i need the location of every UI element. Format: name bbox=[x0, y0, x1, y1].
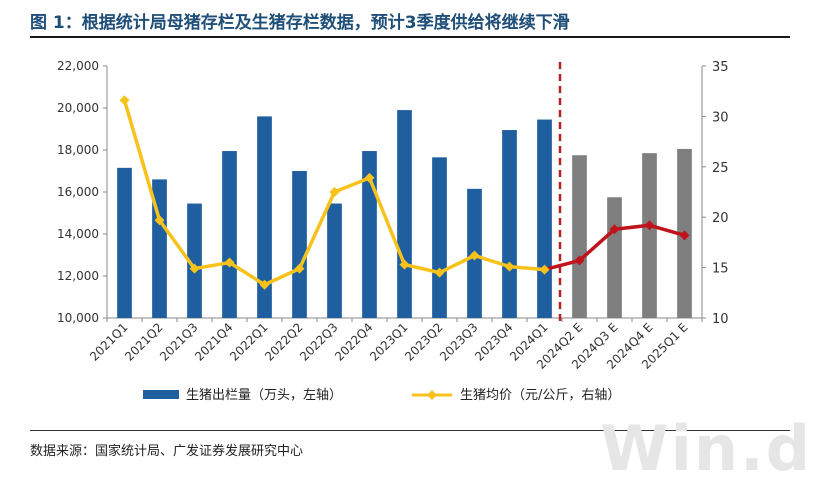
left-tick-label: 14,000 bbox=[57, 227, 99, 241]
bar bbox=[187, 203, 202, 318]
right-tick-label: 35 bbox=[712, 60, 729, 75]
line-point bbox=[364, 172, 375, 183]
line-point bbox=[154, 215, 165, 226]
bar bbox=[327, 203, 342, 318]
bar bbox=[117, 167, 132, 318]
left-tick-label: 16,000 bbox=[57, 185, 99, 199]
line-point bbox=[504, 261, 515, 272]
right-tick-label: 25 bbox=[712, 161, 729, 176]
line-point bbox=[399, 259, 410, 270]
line-point bbox=[259, 279, 270, 290]
legend-label-line: 生猪均价（元/公斤，右轴） bbox=[460, 388, 620, 403]
left-tick-label: 10,000 bbox=[57, 311, 99, 325]
line-series bbox=[119, 95, 690, 290]
line-point bbox=[119, 95, 130, 106]
left-tick-label: 12,000 bbox=[57, 269, 99, 283]
bar bbox=[397, 110, 412, 318]
line-point bbox=[329, 187, 340, 197]
bar bbox=[222, 151, 237, 318]
line-point bbox=[679, 230, 690, 241]
source-note: 数据来源：国家统计局、广发证券发展研究中心 bbox=[30, 444, 304, 459]
bar bbox=[292, 171, 307, 318]
source-divider bbox=[30, 430, 790, 431]
title-bar: 图 1：根据统计局母猪存栏及生猪存栏数据，预计3季度供给将继续下滑 bbox=[30, 6, 790, 38]
line-point bbox=[224, 257, 235, 268]
right-tick-label: 10 bbox=[712, 312, 729, 327]
line-point bbox=[189, 263, 200, 274]
legend-swatch-bar bbox=[143, 390, 179, 399]
line-point bbox=[644, 220, 655, 231]
left-tick-label: 20,000 bbox=[57, 101, 99, 115]
line-point bbox=[294, 263, 305, 274]
left-tick-label: 22,000 bbox=[57, 59, 99, 73]
legend-label-bar: 生猪出栏量（万头，左轴） bbox=[186, 388, 342, 403]
right-tick-label: 15 bbox=[712, 262, 729, 277]
chart: 10,000 12,000 14,000 16,000 18,000 20,000 22,0… bbox=[57, 59, 729, 403]
line-point bbox=[574, 255, 585, 266]
bar bbox=[572, 155, 587, 318]
line-point bbox=[539, 264, 550, 275]
chart-title: 图 1：根据统计局母猪存栏及生猪存栏数据，预计3季度供给将继续下滑 bbox=[30, 13, 570, 33]
legend-marker-line bbox=[427, 390, 437, 400]
right-tick-label: 30 bbox=[712, 110, 729, 125]
bar bbox=[152, 179, 167, 318]
bar bbox=[432, 157, 447, 318]
bar bbox=[607, 197, 622, 318]
line-point bbox=[469, 250, 480, 261]
line-point bbox=[434, 267, 445, 278]
bar-series bbox=[117, 110, 692, 319]
line-point bbox=[609, 224, 620, 235]
watermark-logo: Win.d bbox=[600, 412, 812, 485]
bar bbox=[362, 151, 377, 318]
right-tick-label: 20 bbox=[712, 211, 729, 226]
left-tick-label: 18,000 bbox=[57, 143, 99, 157]
bar bbox=[257, 116, 272, 319]
bar bbox=[537, 119, 552, 318]
bar bbox=[502, 130, 517, 318]
legend: 生猪出栏量（万头，左轴） 生猪均价（元/公斤，右轴） bbox=[143, 388, 620, 403]
bar bbox=[642, 153, 657, 318]
